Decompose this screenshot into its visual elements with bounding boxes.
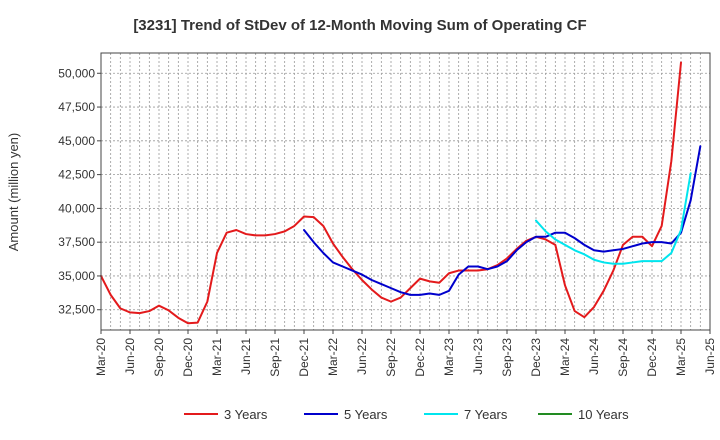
x-tick-label: Sep-21 xyxy=(268,338,282,377)
x-tick-label: Mar-20 xyxy=(94,338,108,376)
x-tick-label: Sep-24 xyxy=(616,338,630,377)
x-tick-label: Jun-20 xyxy=(123,338,137,375)
x-tick-label: Jun-22 xyxy=(355,338,369,375)
y-tick-label: 32,500 xyxy=(58,303,95,317)
legend-label: 3 Years xyxy=(224,407,268,422)
x-tick-label: Sep-22 xyxy=(384,338,398,377)
y-tick-label: 50,000 xyxy=(58,66,95,80)
legend-label: 7 Years xyxy=(464,407,508,422)
y-tick-label: 40,000 xyxy=(58,201,95,215)
x-tick-label: Dec-22 xyxy=(413,338,427,377)
legend-label: 10 Years xyxy=(578,407,629,422)
x-tick-label: Mar-24 xyxy=(558,338,572,376)
legend-label: 5 Years xyxy=(344,407,388,422)
x-tick-label: Jun-24 xyxy=(587,338,601,375)
grid xyxy=(101,53,710,330)
y-axis-label: Amount (million yen) xyxy=(6,133,21,252)
x-tick-label: Jun-25 xyxy=(703,338,717,375)
x-tick-label: Mar-22 xyxy=(326,338,340,376)
x-tick-label: Dec-23 xyxy=(529,338,543,377)
x-tick-label: Mar-23 xyxy=(442,338,456,376)
plot-frame xyxy=(100,52,711,331)
y-axis-ticks: 32,500 35,000 37,500 40,000 42,500 45,000 47,5… xyxy=(58,66,101,317)
x-tick-label: Dec-21 xyxy=(297,338,311,377)
legend: 3 Years 5 Years 7 Years 10 Years xyxy=(184,407,629,422)
y-tick-label: 35,000 xyxy=(58,269,95,283)
x-tick-label: Sep-23 xyxy=(500,338,514,377)
y-tick-label: 42,500 xyxy=(58,168,95,182)
chart-title: [3231] Trend of StDev of 12-Month Moving… xyxy=(133,17,586,34)
y-tick-label: 45,000 xyxy=(58,134,95,148)
x-axis-ticks: Mar-20 Jun-20 Sep-20 Dec-20 Mar-21 Jun-21 Sep-… xyxy=(94,330,717,377)
y-tick-label: 37,500 xyxy=(58,235,95,249)
x-tick-label: Jun-23 xyxy=(471,338,485,375)
x-tick-label: Mar-25 xyxy=(674,338,688,376)
x-tick-label: Jun-21 xyxy=(239,338,253,375)
series-line-3-years xyxy=(100,61,682,325)
x-tick-label: Dec-24 xyxy=(645,338,659,377)
series-line-7-years xyxy=(535,172,692,265)
y-tick-label: 47,500 xyxy=(58,100,95,114)
series-layer xyxy=(100,61,702,325)
x-tick-label: Sep-20 xyxy=(152,338,166,377)
x-tick-label: Mar-21 xyxy=(210,338,224,376)
series-line-5-years xyxy=(303,145,702,296)
x-tick-label: Dec-20 xyxy=(181,338,195,377)
